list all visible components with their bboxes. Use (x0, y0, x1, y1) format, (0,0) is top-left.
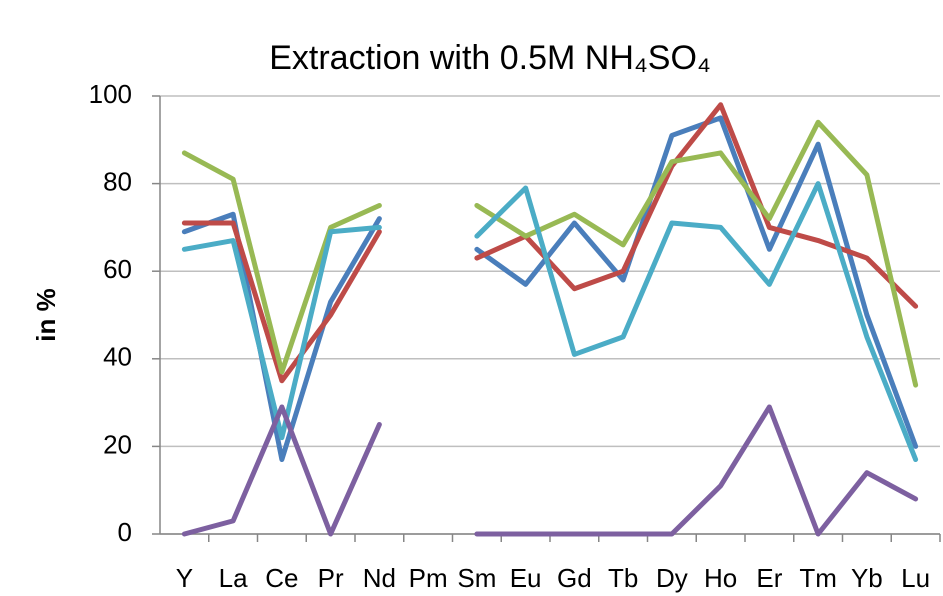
x-tick-label: Y (176, 563, 193, 593)
chart-title: Extraction with 0.5M NH₄SO₄ (269, 39, 711, 77)
x-tick-label: Yb (851, 563, 883, 593)
x-tick-label: Eu (510, 563, 542, 593)
y-tick-label: 60 (103, 254, 132, 284)
y-axis-label: in % (31, 288, 61, 341)
x-tick-label: Tb (608, 563, 638, 593)
x-tick-label: Nd (363, 563, 396, 593)
x-tick-label: Gd (557, 563, 592, 593)
x-tick-label: Sm (457, 563, 496, 593)
y-tick-label: 20 (103, 429, 132, 459)
x-tick-label: Ho (704, 563, 737, 593)
x-tick-label: Ce (265, 563, 298, 593)
x-tick-label: Dy (656, 563, 688, 593)
x-tick-label: Er (756, 563, 782, 593)
series-line (181, 115, 919, 463)
x-tick-label: La (219, 563, 248, 593)
y-tick-label: 0 (118, 517, 132, 547)
series-line (181, 404, 919, 537)
series-line (181, 181, 919, 463)
series-line (181, 119, 919, 388)
x-tick-label: Lu (901, 563, 930, 593)
x-tick-label: Pm (409, 563, 448, 593)
x-tick-label: Pr (318, 563, 344, 593)
y-tick-label: 40 (103, 342, 132, 372)
x-tick-label: Tm (799, 563, 837, 593)
y-tick-label: 80 (103, 166, 132, 196)
y-tick-label: 100 (89, 79, 132, 109)
